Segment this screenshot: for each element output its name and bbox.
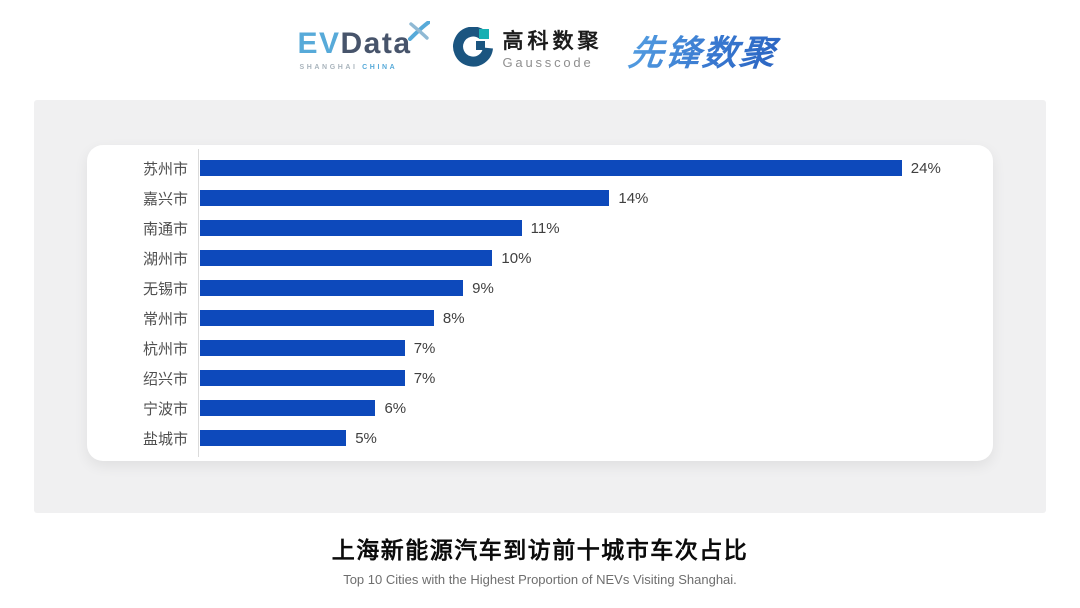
gausscode-cn-text: 高科数聚 (502, 30, 603, 54)
evdata-data-text: Data (340, 27, 412, 60)
gausscode-en-text: Gausscode (502, 54, 594, 70)
chart-row: 盐城市 5% (87, 423, 993, 453)
bar-track: 7% (198, 333, 993, 363)
chart-row: 常州市 8% (87, 303, 993, 333)
bar-value-label: 7% (413, 369, 436, 387)
bar-track: 14% (198, 183, 993, 213)
bar-value-label: 6% (384, 399, 407, 417)
chart-row: 无锡市 9% (87, 273, 993, 303)
bar (200, 430, 347, 446)
bar-value-label: 8% (442, 309, 465, 327)
evdata-logo: EVData SHANGHAI CHINA (297, 20, 431, 71)
category-label: 常州市 (142, 310, 188, 328)
evdata-wordmark: EVData (297, 29, 411, 59)
gausscode-wordmark: 高科数聚 Gausscode (503, 30, 603, 69)
chart-row: 湖州市 10% (87, 243, 993, 273)
bar-chart: 苏州市 24% 嘉兴市 14% 南通市 11% 湖州市 10% 无锡市 9% 常州市 8% 杭州市 7% 绍… (87, 149, 993, 457)
bar-track: 11% (198, 213, 993, 243)
category-label: 宁波市 (142, 400, 188, 418)
bar-value-label: 14% (618, 189, 649, 207)
chart-card: 苏州市 24% 嘉兴市 14% 南通市 11% 湖州市 10% 无锡市 9% 常州市 8% 杭州市 7% 绍… (87, 145, 993, 461)
evdata-sub-shanghai: SHANGHAI (299, 64, 358, 71)
chart-title: 上海新能源汽车到访前十城市车次占比 (331, 537, 749, 563)
evdata-x-icon (407, 20, 431, 46)
header-logos: EVData SHANGHAI CHINA 高科数聚 Gausscode 先锋数 (0, 0, 1080, 100)
evdata-sub-china: CHINA (362, 64, 398, 71)
chart-panel: 苏州市 24% 嘉兴市 14% 南通市 11% 湖州市 10% 无锡市 9% 常州市 8% 杭州市 7% 绍… (34, 100, 1046, 513)
category-label: 苏州市 (142, 160, 188, 178)
bar-track: 24% (198, 153, 993, 183)
chart-row: 杭州市 7% (87, 333, 993, 363)
bar-value-label: 7% (413, 339, 436, 357)
bar-track: 10% (198, 243, 993, 273)
evdata-subtext: SHANGHAI CHINA (299, 64, 397, 71)
bar (200, 220, 522, 236)
chart-row: 南通市 11% (87, 213, 993, 243)
bar (200, 370, 405, 386)
bar-track: 5% (198, 423, 993, 453)
bar (200, 400, 376, 416)
chart-row: 绍兴市 7% (87, 363, 993, 393)
chart-rows: 苏州市 24% 嘉兴市 14% 南通市 11% 湖州市 10% 无锡市 9% 常州市 8% 杭州市 7% 绍… (87, 149, 993, 457)
bar-track: 9% (198, 273, 993, 303)
bar-value-label: 5% (355, 429, 377, 447)
xianfeng-shuju-logo: 先锋数聚 (626, 25, 783, 76)
gausscode-logo: 高科数聚 Gausscode (452, 26, 603, 74)
bar (200, 160, 902, 176)
bar-track: 6% (198, 393, 993, 423)
category-label: 南通市 (142, 220, 188, 238)
chart-row: 宁波市 6% (87, 393, 993, 423)
bar-value-label: 11% (530, 219, 560, 237)
evdata-ev-text: EV (297, 27, 341, 60)
bar-value-label: 10% (501, 249, 532, 267)
chart-subtitle: Top 10 Cities with the Highest Proportio… (343, 572, 737, 587)
bar (200, 280, 464, 296)
chart-row: 嘉兴市 14% (87, 183, 993, 213)
category-label: 绍兴市 (142, 370, 188, 388)
bar-track: 8% (198, 303, 993, 333)
chart-row: 苏州市 24% (87, 153, 993, 183)
category-label: 杭州市 (142, 340, 188, 358)
category-label: 盐城市 (142, 430, 188, 448)
bar (200, 190, 610, 206)
bar-value-label: 9% (472, 279, 494, 297)
bar-value-label: 24% (910, 159, 941, 177)
category-label: 嘉兴市 (142, 190, 188, 208)
bar-track: 7% (198, 363, 993, 393)
xianfeng-shuju-wordmark: 先锋数聚 (625, 25, 785, 76)
gausscode-g-icon (452, 26, 494, 74)
bar (200, 250, 493, 266)
bar (200, 340, 405, 356)
category-label: 湖州市 (142, 250, 188, 268)
category-label: 无锡市 (142, 280, 188, 298)
bar (200, 310, 434, 326)
caption-block: 上海新能源汽车到访前十城市车次占比 Top 10 Cities with the… (0, 531, 1080, 587)
